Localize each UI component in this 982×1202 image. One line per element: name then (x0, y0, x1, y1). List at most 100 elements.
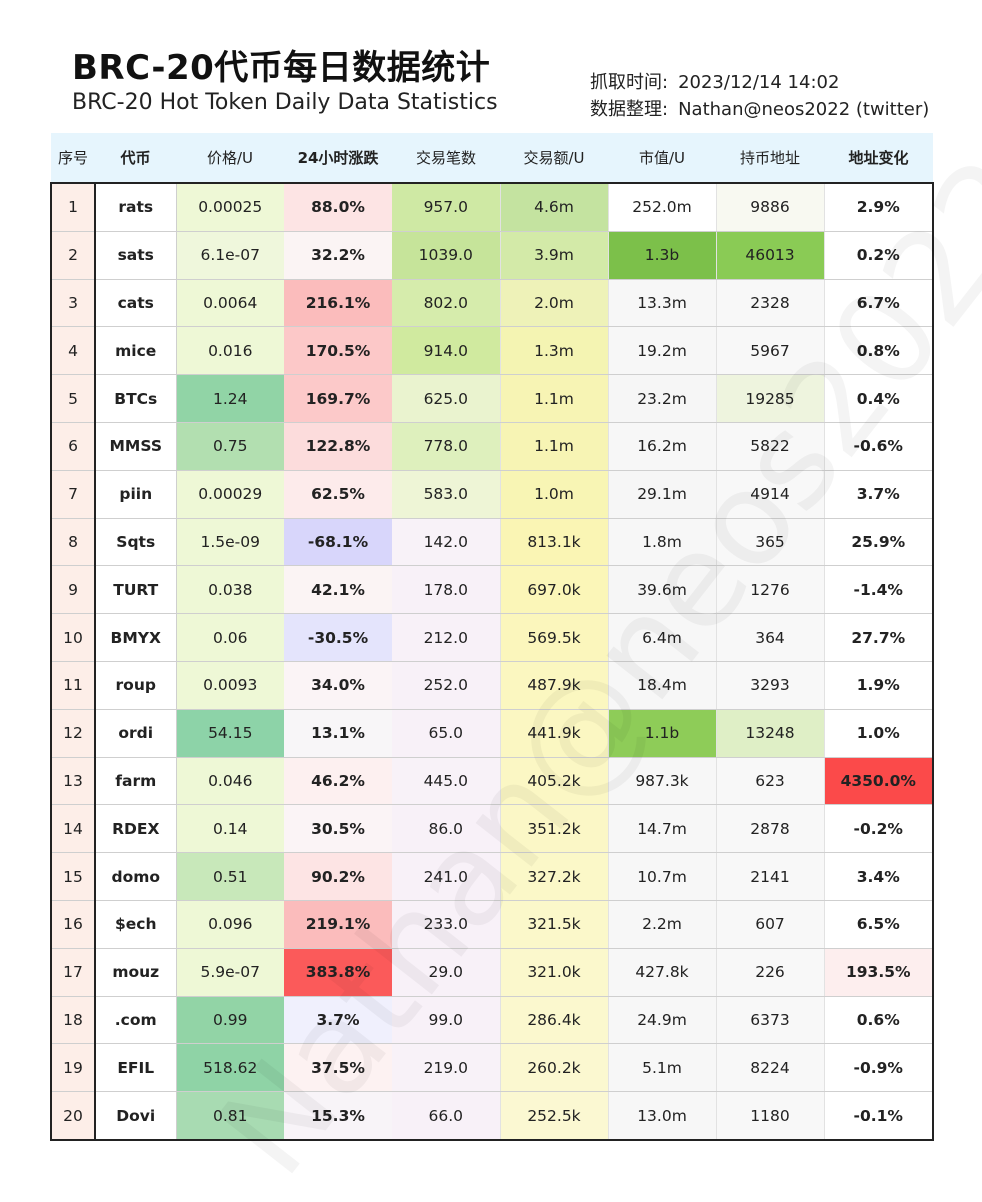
table-row: 4 mice 0.016 170.5% 914.0 1.3m 19.2m 5967 0.8% (50, 326, 934, 376)
cell-tx-volume: 2.0m (500, 279, 609, 328)
cell-tx-volume: 327.2k (500, 852, 609, 901)
cell-price: 0.0064 (176, 279, 284, 328)
cell-address-change: -0.6% (824, 422, 934, 471)
header-token: 代币 (95, 133, 176, 183)
cell-token: cats (95, 279, 177, 328)
header-tx-volume: 交易额/U (500, 133, 608, 183)
cell-address-change: 6.7% (824, 279, 934, 328)
table-row: 7 piin 0.00029 62.5% 583.0 1.0m 29.1m 4914 3.7% (50, 470, 934, 519)
table-body: 1 rats 0.00025 88.0% 957.0 4.6m 252.0m 9886 2.9%… (50, 181, 934, 1141)
cell-address-change: 1.0% (824, 709, 934, 758)
cell-price: 0.046 (176, 757, 284, 806)
cell-24h-change: 169.7% (284, 374, 392, 423)
cell-index: 18 (50, 996, 96, 1045)
table-row: 10 BMYX 0.06 -30.5% 212.0 569.5k 6.4m 364 27.7% (50, 613, 934, 662)
header-24h-change: 24小时涨跌 (284, 133, 392, 183)
cell-address-change: -1.4% (824, 565, 934, 615)
cell-index: 5 (50, 374, 96, 423)
cell-token: ordi (95, 709, 177, 758)
cell-index: 14 (50, 804, 96, 854)
table-header-row: 序号 代币 价格/U 24小时涨跌 交易笔数 交易额/U 市值/U 持币地址 地… (51, 133, 933, 183)
cell-price: 0.75 (176, 422, 284, 471)
cell-holders: 2878 (716, 804, 825, 854)
cell-tx-count: 252.0 (392, 661, 501, 710)
cell-tx-volume: 697.0k (500, 565, 609, 615)
cell-price: 518.62 (176, 1043, 284, 1093)
title-english: BRC-20 Hot Token Daily Data Statistics (72, 90, 498, 115)
cell-address-change: -0.9% (824, 1043, 934, 1093)
table-row: 1 rats 0.00025 88.0% 957.0 4.6m 252.0m 9886 2.9% (50, 181, 934, 232)
cell-price: 0.0093 (176, 661, 284, 710)
cell-holders: 365 (716, 518, 825, 567)
cell-holders: 607 (716, 900, 825, 949)
cell-market-cap: 427.8k (608, 948, 717, 997)
table-row: 11 roup 0.0093 34.0% 252.0 487.9k 18.4m 3293 1.9… (50, 661, 934, 710)
cell-holders: 8224 (716, 1043, 825, 1093)
cell-market-cap: 14.7m (608, 804, 717, 854)
cell-price: 1.24 (176, 374, 284, 423)
cell-index: 10 (50, 613, 96, 662)
cell-24h-change: 46.2% (284, 757, 392, 806)
cell-market-cap: 1.8m (608, 518, 717, 567)
cell-market-cap: 39.6m (608, 565, 717, 615)
cell-market-cap: 1.1b (608, 709, 717, 758)
table-row: 14 RDEX 0.14 30.5% 86.0 351.2k 14.7m 2878 -0.2% (50, 804, 934, 854)
cell-24h-change: 34.0% (284, 661, 392, 710)
cell-market-cap: 987.3k (608, 757, 717, 806)
cell-market-cap: 6.4m (608, 613, 717, 662)
cell-market-cap: 19.2m (608, 326, 717, 376)
cell-holders: 3293 (716, 661, 825, 710)
cell-tx-count: 178.0 (392, 565, 501, 615)
cell-token: Dovi (95, 1091, 177, 1141)
table-row: 15 domo 0.51 90.2% 241.0 327.2k 10.7m 2141 3.4% (50, 852, 934, 901)
table-row: 12 ordi 54.15 13.1% 65.0 441.9k 1.1b 13248 1.0% (50, 709, 934, 758)
cell-index: 19 (50, 1043, 96, 1093)
cell-token: TURT (95, 565, 177, 615)
cell-24h-change: 13.1% (284, 709, 392, 758)
cell-market-cap: 13.0m (608, 1091, 717, 1141)
cell-index: 13 (50, 757, 96, 806)
table-row: 3 cats 0.0064 216.1% 802.0 2.0m 13.3m 2328 6.7% (50, 279, 934, 328)
cell-token: RDEX (95, 804, 177, 854)
cell-24h-change: -30.5% (284, 613, 392, 662)
cell-token: rats (95, 181, 177, 232)
cell-price: 1.5e-09 (176, 518, 284, 567)
cell-price: 54.15 (176, 709, 284, 758)
cell-market-cap: 16.2m (608, 422, 717, 471)
cell-tx-volume: 321.5k (500, 900, 609, 949)
header-holders: 持币地址 (716, 133, 824, 183)
cell-market-cap: 5.1m (608, 1043, 717, 1093)
header-index: 序号 (51, 133, 95, 183)
cell-index: 1 (50, 181, 96, 232)
cell-tx-count: 99.0 (392, 996, 501, 1045)
cell-address-change: 25.9% (824, 518, 934, 567)
cell-holders: 226 (716, 948, 825, 997)
cell-token: BMYX (95, 613, 177, 662)
cell-price: 0.038 (176, 565, 284, 615)
cell-market-cap: 24.9m (608, 996, 717, 1045)
cell-holders: 2141 (716, 852, 825, 901)
cell-index: 15 (50, 852, 96, 901)
cell-tx-count: 66.0 (392, 1091, 501, 1141)
cell-token: sats (95, 231, 177, 280)
cell-market-cap: 252.0m (608, 181, 717, 232)
cell-market-cap: 13.3m (608, 279, 717, 328)
cell-24h-change: 122.8% (284, 422, 392, 471)
cell-index: 3 (50, 279, 96, 328)
cell-token: $ech (95, 900, 177, 949)
cell-price: 0.096 (176, 900, 284, 949)
table-row: 2 sats 6.1e-07 32.2% 1039.0 3.9m 1.3b 46013 0.2% (50, 231, 934, 280)
cell-24h-change: 3.7% (284, 996, 392, 1045)
cell-token: .com (95, 996, 177, 1045)
cell-tx-count: 583.0 (392, 470, 501, 519)
cell-holders: 6373 (716, 996, 825, 1045)
cell-tx-volume: 351.2k (500, 804, 609, 854)
cell-price: 6.1e-07 (176, 231, 284, 280)
cell-token: piin (95, 470, 177, 519)
compiled-by-label: 数据整理: (590, 99, 669, 120)
cell-24h-change: 88.0% (284, 181, 392, 232)
cell-price: 0.51 (176, 852, 284, 901)
cell-tx-count: 219.0 (392, 1043, 501, 1093)
cell-price: 0.00029 (176, 470, 284, 519)
cell-token: EFIL (95, 1043, 177, 1093)
